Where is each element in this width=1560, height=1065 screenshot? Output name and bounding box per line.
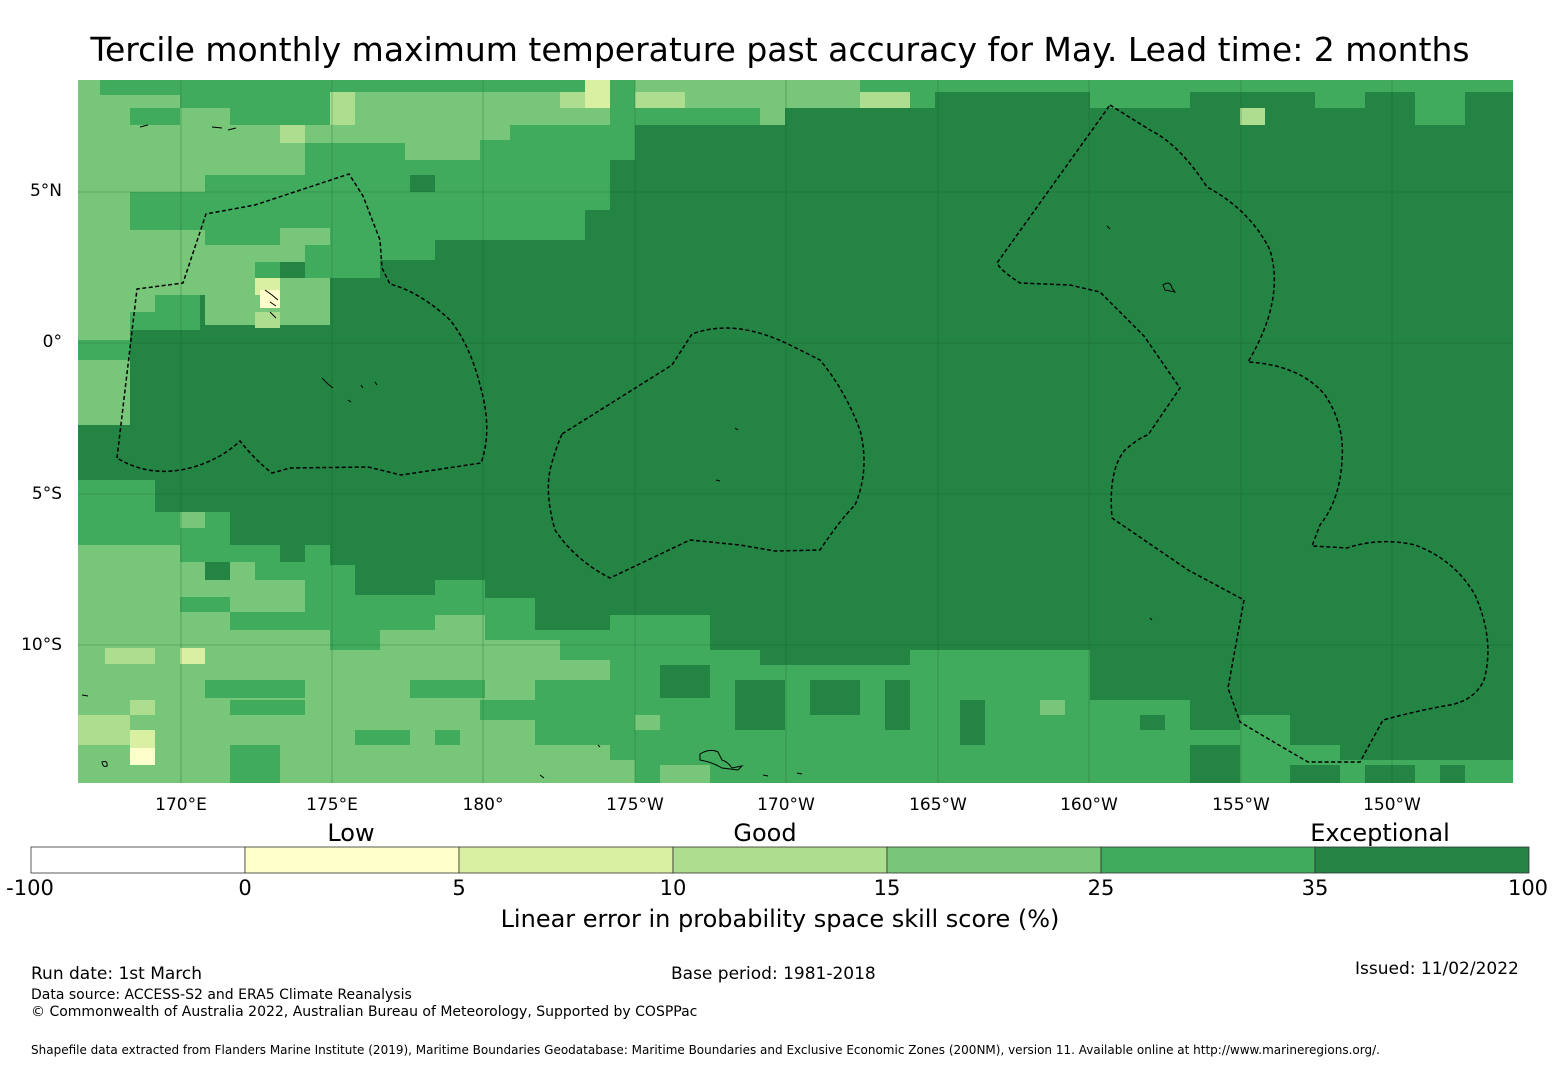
lon-label: 165°W — [909, 795, 967, 815]
colorbar-tick: 5 — [452, 876, 466, 900]
map-title: Tercile monthly maximum temperature past… — [90, 30, 1470, 69]
colorbar-tick: 10 — [659, 876, 687, 900]
colorbar-category-good: Good — [733, 819, 797, 847]
lon-label: 170°E — [155, 795, 207, 815]
issued-date: Issued: 11/02/2022 — [1355, 959, 1519, 979]
lon-label: 175°E — [306, 795, 358, 815]
colorbar-category-low: Low — [327, 819, 375, 847]
lat-label: 0° — [42, 332, 62, 352]
skill-region — [130, 175, 1465, 783]
lon-label: 175°W — [606, 795, 664, 815]
lon-label: 180° — [462, 795, 504, 815]
lon-label: 160°W — [1060, 795, 1118, 815]
eez-boundaries — [116, 103, 1489, 763]
colorbar-tick: 0 — [238, 876, 252, 900]
colorbar-label: Linear error in probability space skill … — [500, 905, 1060, 933]
run-date: Run date: 1st March — [31, 964, 203, 984]
skill-region — [130, 290, 280, 765]
skill-region — [78, 92, 1265, 745]
lat-label: 10°S — [21, 635, 62, 655]
colorbar-tick: -100 — [6, 876, 54, 900]
colorbar-tick: 15 — [873, 876, 901, 900]
lat-label: 5°S — [31, 484, 62, 504]
colorbar-category-exceptional: Exceptional — [1310, 819, 1450, 847]
map-gridlines — [78, 80, 1513, 783]
lat-label: 5°N — [29, 181, 62, 201]
colorbar-tick: 35 — [1301, 876, 1329, 900]
colorbar-tick: 100 — [1507, 876, 1549, 900]
island-outlines — [81, 124, 1177, 779]
lon-label: 155°W — [1212, 795, 1270, 815]
skill-region — [130, 108, 485, 783]
shapefile-credit: Shapefile data extracted from Flanders M… — [31, 1043, 1380, 1057]
base-period: Base period: 1981-2018 — [671, 964, 876, 984]
data-source: Data source: ACCESS-S2 and ERA5 Climate … — [31, 987, 412, 1003]
colorbar-tick: 25 — [1087, 876, 1115, 900]
copyright: © Commonwealth of Australia 2022, Austra… — [31, 1004, 698, 1020]
lon-label: 150°W — [1363, 795, 1421, 815]
lon-label: 170°W — [757, 795, 815, 815]
